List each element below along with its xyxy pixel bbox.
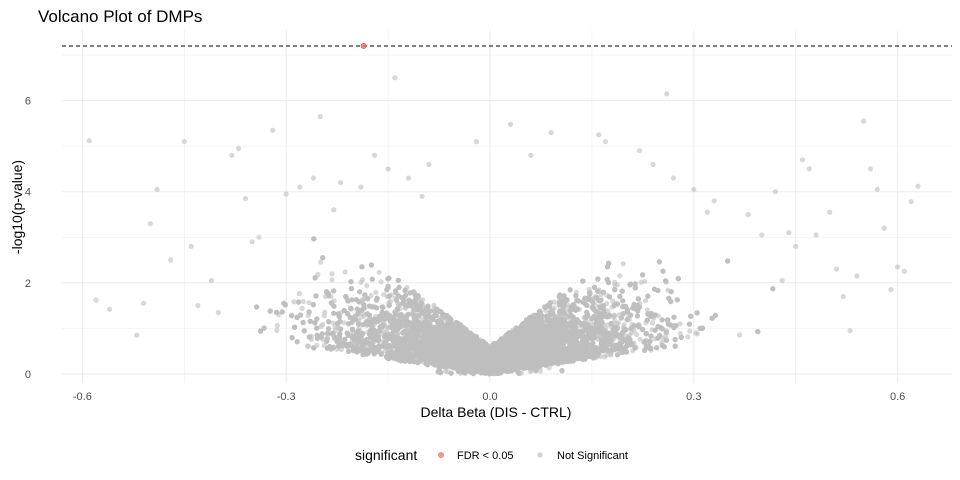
- data-point: [296, 290, 302, 297]
- data-point: [330, 320, 336, 326]
- data-point: [603, 352, 610, 358]
- data-point: [364, 283, 370, 289]
- data-point: [274, 327, 280, 333]
- data-point: [643, 298, 649, 304]
- data-point: [329, 271, 335, 277]
- data-point: [320, 321, 326, 328]
- data-point: [358, 314, 364, 320]
- data-point: [611, 312, 617, 318]
- data-point: [634, 332, 640, 338]
- data-point: [299, 305, 305, 311]
- data-point: [693, 330, 699, 336]
- data-point: [617, 273, 623, 279]
- data-point: [685, 334, 691, 340]
- data-points: [86, 75, 921, 377]
- data-point: [551, 299, 557, 305]
- data-point: [687, 328, 693, 334]
- data-point: [620, 261, 626, 267]
- data-point: [274, 323, 280, 329]
- data-point: [322, 309, 328, 315]
- data-point: [341, 320, 347, 326]
- data-point: [342, 269, 348, 275]
- chart-title: Volcano Plot of DMPs: [38, 7, 202, 26]
- data-point: [638, 279, 644, 285]
- data-point: [629, 330, 635, 336]
- data-point: [381, 292, 387, 298]
- data-point: [360, 277, 366, 283]
- data-point: [373, 289, 379, 295]
- data-point: [677, 321, 683, 327]
- data-point: [376, 269, 382, 275]
- data-point: [551, 305, 557, 311]
- data-point: [637, 336, 643, 342]
- data-point: [644, 307, 651, 313]
- data-point: [610, 298, 616, 304]
- data-point: [318, 259, 324, 265]
- data-point: [737, 332, 743, 338]
- data-point: [612, 279, 618, 285]
- grid: [62, 30, 952, 383]
- data-point: [306, 300, 312, 306]
- data-point: [304, 343, 310, 349]
- data-point: [291, 299, 297, 305]
- data-point: [650, 320, 656, 326]
- data-point: [605, 308, 611, 314]
- data-point: [378, 279, 384, 285]
- data-point: [621, 322, 627, 328]
- data-point: [431, 302, 437, 308]
- data-point: [616, 320, 622, 326]
- data-point: [368, 292, 374, 299]
- data-point: [442, 368, 448, 374]
- data-point: [537, 368, 543, 374]
- data-point: [300, 298, 306, 305]
- data-point: [329, 277, 335, 283]
